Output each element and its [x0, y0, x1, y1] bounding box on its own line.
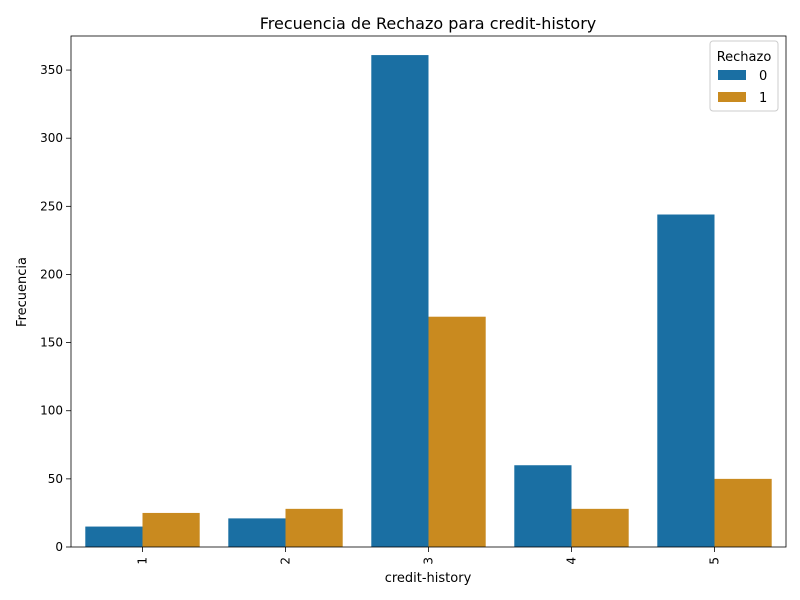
bar-series-0-cat-5 [657, 214, 715, 547]
legend: Rechazo 0 1 [709, 40, 779, 112]
bar-series-1-cat-3 [428, 316, 486, 547]
bar-series-0-cat-1 [85, 526, 143, 547]
y-axis-label: Frecuencia [15, 257, 30, 327]
y-tick-label: 200 [40, 267, 63, 281]
y-tick-label: 300 [40, 131, 63, 145]
x-tick-label: 3 [422, 557, 436, 565]
legend-label-0: 0 [759, 69, 767, 84]
bar-series-1-cat-2 [285, 508, 343, 547]
x-tick-label: 5 [708, 557, 722, 565]
y-tick-label: 150 [40, 336, 63, 350]
bar-series-1-cat-4 [571, 508, 629, 547]
legend-label-1: 1 [759, 91, 767, 106]
legend-swatch-1 [718, 92, 746, 102]
x-tick-label: 2 [279, 557, 293, 565]
plot-area: 0 50 100 150 200 250 300 350 1 2 3 4 5 [40, 35, 787, 565]
x-tick-label: 4 [565, 557, 579, 565]
legend-title: Rechazo [717, 50, 772, 65]
x-axis-label: credit-history [385, 571, 472, 586]
y-tick-label: 350 [40, 63, 63, 77]
y-tick-label: 50 [48, 472, 63, 486]
x-tick-label: 1 [136, 557, 150, 565]
y-tick-label: 100 [40, 404, 63, 418]
bar-series-0-cat-3 [371, 55, 429, 547]
y-tick-label: 250 [40, 199, 63, 213]
legend-swatch-0 [718, 70, 746, 80]
chart-title: Frecuencia de Rechazo para credit-histor… [260, 14, 596, 33]
bar-series-1-cat-1 [142, 512, 200, 547]
bar-series-0-cat-2 [228, 518, 286, 547]
bar-series-0-cat-4 [514, 465, 572, 547]
y-tick-label: 0 [55, 540, 63, 554]
bar-series-1-cat-5 [714, 478, 772, 547]
